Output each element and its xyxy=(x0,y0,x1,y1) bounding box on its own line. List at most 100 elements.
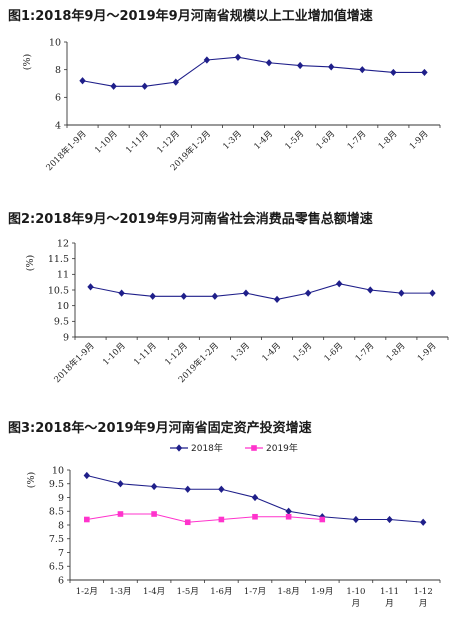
data-point xyxy=(150,482,158,491)
data-point xyxy=(83,471,91,480)
x-tick-label: 1-10 月 xyxy=(346,587,365,609)
y-tick-label: 9 xyxy=(58,493,64,504)
x-tick-label: 1-4月 xyxy=(260,341,283,364)
chart-retail-sales: 图2:2018年9月～2019年9月河南省社会消费品零售总额增速 (%) 9 9.5 1… xyxy=(8,211,449,385)
y-axis-unit: (%) xyxy=(22,54,33,70)
x-tick-label: 1-11月 xyxy=(124,129,151,156)
data-point xyxy=(352,515,360,524)
legend-swatch-marker xyxy=(251,445,257,451)
chart-industrial-value-added: 图1:2018年9月～2019年9月河南省规模以上工业增加值增速 (%) 4 6 8 10… xyxy=(8,8,441,173)
data-point xyxy=(285,513,292,520)
data-point xyxy=(242,289,250,297)
chart-title: 图1:2018年9月～2019年9月河南省规模以上工业增加值增速 xyxy=(8,8,373,24)
data-point xyxy=(117,511,124,517)
y-tick-label: 9 xyxy=(63,332,69,343)
x-tick-label-line: 月 xyxy=(385,599,394,609)
x-tick-label: 1-11月 xyxy=(132,341,159,368)
x-tick-label: 1-5月 xyxy=(291,341,314,364)
legend: 2018年 2019年 xyxy=(170,442,298,454)
data-point xyxy=(234,53,242,61)
data-point xyxy=(180,292,187,300)
data-point xyxy=(110,82,117,90)
y-tick-label: 7.5 xyxy=(49,534,64,545)
data-point xyxy=(87,283,94,291)
y-tick-label: 8 xyxy=(58,520,64,531)
y-tick-label: 10 xyxy=(57,301,69,312)
x-tick-label-line: 1-10 xyxy=(346,587,365,597)
legend-label: 2018年 xyxy=(191,442,223,454)
series-group xyxy=(84,511,326,526)
data-point xyxy=(390,68,397,77)
data-point xyxy=(218,516,225,523)
y-tick-label: 12 xyxy=(57,238,69,249)
data-point xyxy=(398,289,405,297)
data-point xyxy=(184,519,191,526)
data-point xyxy=(149,292,156,300)
series-group xyxy=(87,280,436,303)
x-tick-label: 1-11 月 xyxy=(380,587,399,609)
series-line xyxy=(82,56,425,87)
x-tick-label: 1-7月 xyxy=(244,587,266,597)
data-point xyxy=(367,286,374,294)
y-tick-label: 9.5 xyxy=(54,317,69,328)
legend-label: 2019年 xyxy=(266,442,298,454)
data-point xyxy=(296,61,304,70)
y-tick-label: 10.5 xyxy=(48,285,69,296)
x-tick-label: 1-5月 xyxy=(177,587,199,597)
x-tick-label: 1-9月 xyxy=(416,341,439,364)
y-axis-unit: (%) xyxy=(25,255,36,271)
series-group xyxy=(79,53,428,90)
data-point xyxy=(117,480,124,488)
data-point xyxy=(172,78,179,86)
data-point xyxy=(265,59,273,67)
x-tick-label-line: 月 xyxy=(352,599,361,609)
chart-title: 图2:2018年9月～2019年9月河南省社会消费品零售总额增速 xyxy=(8,211,373,227)
data-point xyxy=(118,289,125,297)
x-tick-label: 1-12月 xyxy=(163,341,190,368)
y-tick-label: 8.5 xyxy=(49,507,64,518)
data-point xyxy=(359,66,366,74)
x-tick-label: 1-9月 xyxy=(408,129,431,152)
y-axis-unit: (%) xyxy=(26,472,37,488)
data-point xyxy=(419,518,427,526)
y-tick-label: 10 xyxy=(49,37,61,48)
x-tick-label: 1-8月 xyxy=(385,341,408,364)
data-point xyxy=(252,513,258,520)
x-tick-label: 1-7月 xyxy=(354,341,377,364)
x-tick-label-line: 1-11 xyxy=(380,587,399,597)
x-tick-label: 1-12月 xyxy=(155,129,182,156)
series-line xyxy=(86,513,323,523)
x-tick-label: 1-6月 xyxy=(323,341,346,364)
data-point xyxy=(203,56,211,64)
chart-fixed-asset-investment: 图3:2018年～2019年9月河南省固定资产投资增速 (%) 6 6.5 7 7.5 8 8… xyxy=(8,420,441,609)
x-tick-label: 1-3月 xyxy=(229,341,252,364)
data-point xyxy=(79,77,86,85)
y-tick-label: 4 xyxy=(55,120,61,131)
x-tick-label: 1-4月 xyxy=(143,587,165,597)
x-tick-label: 1-6月 xyxy=(315,129,338,152)
x-tick-label: 1-4月 xyxy=(252,129,275,152)
chart-title: 图3:2018年～2019年9月河南省固定资产投资增速 xyxy=(8,420,312,436)
data-point xyxy=(211,292,219,300)
y-tick-label: 6.5 xyxy=(49,562,64,573)
x-tick-label: 1-3月 xyxy=(109,587,131,597)
data-point xyxy=(141,82,148,90)
x-tick-label: 2018年1-9月 xyxy=(44,128,89,173)
y-tick-label: 7 xyxy=(58,548,64,559)
data-point xyxy=(429,289,436,297)
data-point xyxy=(218,485,225,493)
x-tick-label: 1-6月 xyxy=(210,587,232,597)
x-tick-label: 1-5月 xyxy=(283,129,306,152)
y-tick-label: 11.5 xyxy=(48,254,69,265)
data-point xyxy=(84,516,90,523)
series-line xyxy=(90,283,433,300)
y-tick-label: 8 xyxy=(55,65,61,76)
x-tick-label: 1-8月 xyxy=(278,587,300,597)
x-tick-label: 1-10月 xyxy=(93,129,120,156)
x-tick-label: 1-2月 xyxy=(76,587,98,597)
data-point xyxy=(319,516,326,523)
data-point xyxy=(336,280,343,288)
y-tick-label: 10 xyxy=(52,465,64,476)
y-tick-label: 11 xyxy=(57,270,69,281)
